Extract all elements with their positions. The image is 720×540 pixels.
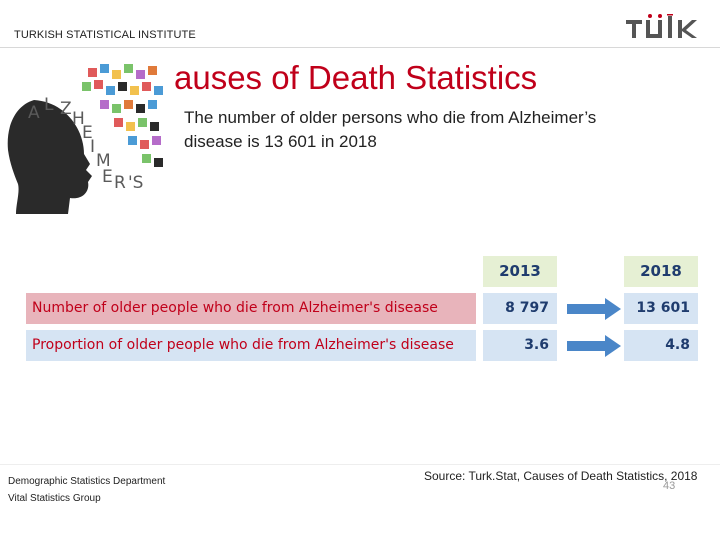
cell-proportion-2013: 3.6 [483,330,557,361]
arc-letter: 'S [128,173,143,193]
column-header-2018: 2018 [624,256,698,287]
cell-proportion-2018: 4.8 [624,330,698,361]
cell-number-2013: 8 797 [483,293,557,324]
source-note: Source: Turk.Stat, Causes of Death Stati… [424,469,698,483]
arc-letter: A [28,103,40,123]
footer-divider [0,464,720,465]
right-arrow-icon [567,298,621,320]
arc-letter: L [44,95,54,115]
arc-letter: R [114,173,126,193]
tuik-logo [626,14,697,38]
footer-department: Demographic Statistics Department [8,476,166,487]
arc-letter: M [96,151,111,171]
arc-letter: I [90,137,95,157]
arc-letter: H [72,109,85,129]
alzheimers-head-illustration: A L Z H E I M E R 'S [7,64,163,214]
institute-name: TURKISH STATISTICAL INSTITUTE [14,29,196,41]
footer-group: Vital Statistics Group [8,493,101,504]
slide-subtitle: The number of older persons who die from… [184,108,597,151]
arc-letter: E [102,167,113,187]
column-header-2013: 2013 [483,256,557,287]
header-divider [0,47,720,48]
row-label-number: Number of older people who die from Alzh… [26,293,476,324]
slide-title: auses of Death Statistics [174,59,538,96]
right-arrow-icon [567,335,621,357]
arc-letter: E [82,123,93,143]
arc-letter: Z [60,99,72,119]
row-label-proportion: Proportion of older people who die from … [26,330,476,361]
cell-number-2018: 13 601 [624,293,698,324]
page-number: 43 [663,480,676,492]
